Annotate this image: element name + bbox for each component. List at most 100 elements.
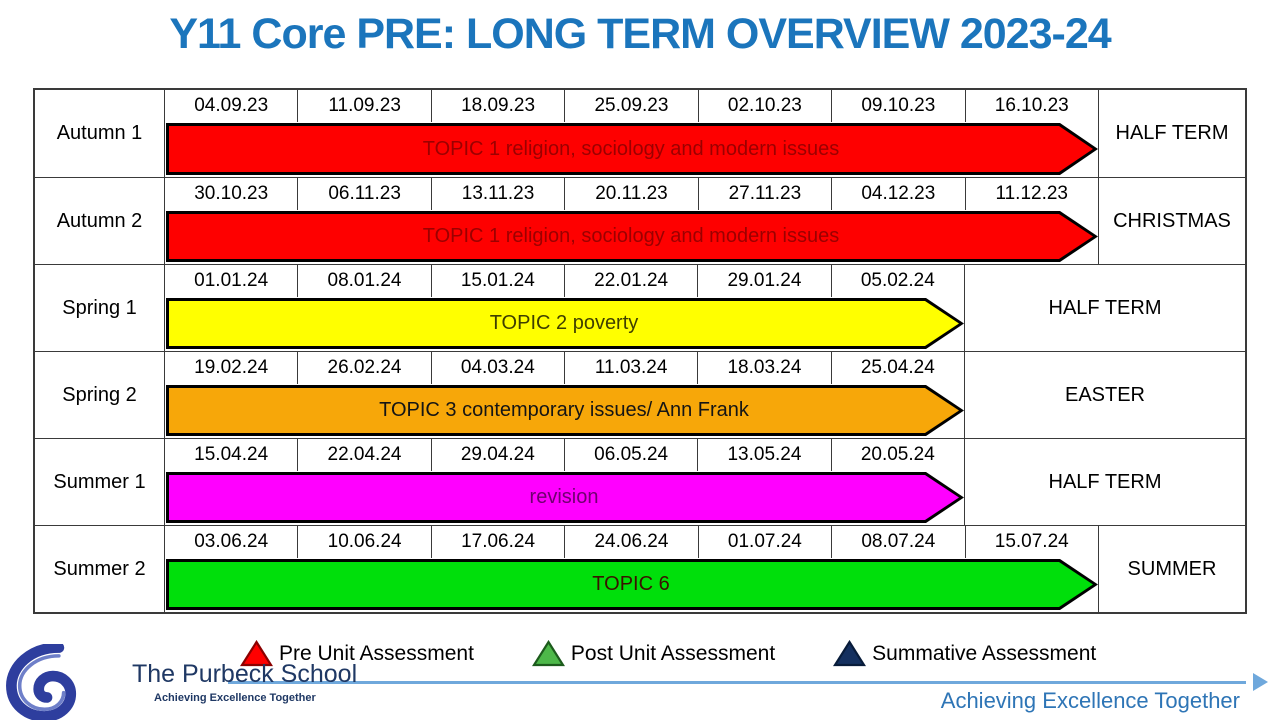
date-strip: 03.06.24 10.06.24 17.06.24 24.06.24 01.07.24… bbox=[165, 526, 1098, 558]
table-row: Spring 2 19.02.24 26.02.24 04.03.24 11.03.2… bbox=[35, 351, 1245, 438]
school-logo: The Purbeck School Achieving Excellence … bbox=[6, 644, 357, 720]
topic-arrow-label: TOPIC 6 bbox=[169, 562, 1093, 607]
date-cell: 08.07.24 bbox=[832, 526, 966, 558]
assessment-triangle-icon bbox=[240, 640, 273, 667]
date-cell: 09.10.23 bbox=[832, 90, 966, 122]
holiday-label: HALF TERM bbox=[1098, 90, 1245, 177]
arrow-zone: TOPIC 6 bbox=[165, 558, 1098, 612]
date-cell: 25.04.24 bbox=[860, 357, 935, 378]
term-label: Spring 2 bbox=[35, 352, 165, 438]
motto-text: Achieving Excellence Together bbox=[940, 688, 1240, 713]
legend-item: Pre Unit Assessment bbox=[240, 640, 474, 667]
date-cell: 22.01.24 bbox=[565, 265, 699, 297]
date-cell: 20.05.24 bbox=[860, 444, 935, 465]
date-cell: 15.07.24 bbox=[994, 531, 1069, 552]
date-cell: 16.10.23 bbox=[994, 95, 1069, 116]
row-main: 19.02.24 26.02.24 04.03.24 11.03.24 18.03.24… bbox=[165, 352, 964, 438]
topic-arrow: TOPIC 1 religion, sociology and modern i… bbox=[166, 123, 1098, 175]
date-cell: 17.06.24 bbox=[432, 526, 566, 558]
holiday-label: HALF TERM bbox=[964, 265, 1245, 351]
date-cell: 29.01.24 bbox=[698, 265, 832, 297]
nautilus-shell-icon bbox=[6, 644, 77, 720]
date-strip: 15.04.24 22.04.24 29.04.24 06.05.24 13.05.24… bbox=[165, 439, 964, 471]
term-label: Summer 1 bbox=[35, 439, 165, 525]
date-cell: 30.10.23 bbox=[165, 178, 299, 210]
legend-item: Post Unit Assessment bbox=[531, 640, 776, 667]
date-cell: 04.03.24 bbox=[432, 352, 565, 384]
topic-arrow-label: TOPIC 1 religion, sociology and modern i… bbox=[169, 126, 1093, 172]
term-label: Summer 2 bbox=[35, 526, 165, 612]
date-cell: 10.06.24 bbox=[298, 526, 432, 558]
assessment-triangle-icon bbox=[833, 640, 867, 667]
date-cell: 11.12.23 bbox=[995, 183, 1069, 204]
term-table: Autumn 1 04.09.23 11.09.23 18.09.23 25.09.2… bbox=[33, 88, 1247, 614]
date-strip: 30.10.23 06.11.23 13.11.23 20.11.23 27.11.23… bbox=[165, 178, 1098, 210]
topic-arrow-label: TOPIC 3 contemporary issues/ Ann Frank bbox=[169, 388, 959, 433]
term-label: Spring 1 bbox=[35, 265, 165, 351]
date-cell: 25.09.23 bbox=[565, 90, 699, 122]
table-row: Autumn 2 30.10.23 06.11.23 13.11.23 20.11.2… bbox=[35, 177, 1245, 264]
date-cell: 03.06.24 bbox=[165, 526, 299, 558]
row-main: 04.09.23 11.09.23 18.09.23 25.09.23 02.10.23… bbox=[165, 90, 1098, 177]
date-cell: 13.05.24 bbox=[698, 439, 832, 471]
arrow-zone: TOPIC 1 religion, sociology and modern i… bbox=[165, 210, 1098, 264]
date-cell: 19.02.24 bbox=[165, 352, 299, 384]
date-cell: 05.02.24 bbox=[860, 270, 935, 291]
date-cell: 15.01.24 bbox=[432, 265, 565, 297]
topic-arrow: TOPIC 3 contemporary issues/ Ann Frank bbox=[166, 385, 964, 436]
date-strip: 04.09.23 11.09.23 18.09.23 25.09.23 02.10.23… bbox=[165, 90, 1098, 122]
arrow-zone: revision bbox=[165, 471, 964, 525]
assessment-legend: Pre Unit Assessment Post Unit Assessment… bbox=[240, 640, 1096, 667]
date-cell: 29.04.24 bbox=[432, 439, 565, 471]
footer-divider-line bbox=[228, 681, 1246, 684]
date-cell: 27.11.23 bbox=[699, 178, 833, 210]
topic-arrow: TOPIC 1 religion, sociology and modern i… bbox=[166, 211, 1098, 262]
date-cell: 18.03.24 bbox=[698, 352, 832, 384]
date-cell: 04.12.23 bbox=[832, 178, 966, 210]
date-cell: 11.09.23 bbox=[298, 90, 432, 122]
school-tagline: Achieving Excellence Together bbox=[154, 692, 316, 704]
date-cell: 02.10.23 bbox=[699, 90, 833, 122]
arrow-zone: TOPIC 2 poverty bbox=[165, 297, 964, 351]
date-cell: 04.09.23 bbox=[165, 90, 299, 122]
date-cell: 18.09.23 bbox=[432, 90, 566, 122]
topic-arrow: TOPIC 6 bbox=[166, 559, 1098, 610]
legend-label: Summative Assessment bbox=[872, 641, 1097, 665]
legend-label: Pre Unit Assessment bbox=[279, 641, 474, 665]
arrow-zone: TOPIC 3 contemporary issues/ Ann Frank bbox=[165, 384, 964, 438]
school-name: The Purbeck School bbox=[132, 660, 358, 688]
topic-arrow-label: TOPIC 2 poverty bbox=[169, 301, 959, 346]
legend-label: Post Unit Assessment bbox=[570, 641, 776, 665]
assessment-triangle-icon bbox=[531, 640, 565, 667]
term-label: Autumn 2 bbox=[35, 178, 165, 264]
date-cell: 15.04.24 bbox=[165, 439, 299, 471]
date-cell: 20.11.23 bbox=[565, 178, 699, 210]
date-cell: 01.07.24 bbox=[699, 526, 833, 558]
row-main: 30.10.23 06.11.23 13.11.23 20.11.23 27.11.23… bbox=[165, 178, 1098, 264]
topic-arrow: TOPIC 2 poverty bbox=[166, 298, 964, 349]
holiday-label: SUMMER bbox=[1098, 526, 1245, 612]
date-cell: 22.04.24 bbox=[298, 439, 432, 471]
date-cell: 06.05.24 bbox=[565, 439, 699, 471]
arrow-zone: TOPIC 1 religion, sociology and modern i… bbox=[165, 122, 1098, 177]
holiday-label: EASTER bbox=[964, 352, 1245, 438]
footer-arrow-icon bbox=[1253, 673, 1268, 691]
date-cell: 11.03.24 bbox=[565, 352, 699, 384]
table-row: Summer 1 15.04.24 22.04.24 29.04.24 06.05.2… bbox=[35, 438, 1245, 525]
table-row: Summer 2 03.06.24 10.06.24 17.06.24 24.06.2… bbox=[35, 525, 1245, 612]
date-cell: 06.11.23 bbox=[298, 178, 432, 210]
date-cell: 26.02.24 bbox=[298, 352, 432, 384]
legend-item: Summative Assessment bbox=[833, 640, 1096, 667]
topic-arrow-label: TOPIC 1 religion, sociology and modern i… bbox=[169, 214, 1093, 259]
date-cell: 13.11.23 bbox=[432, 178, 566, 210]
holiday-label: CHRISTMAS bbox=[1098, 178, 1245, 264]
table-row: Spring 1 01.01.24 08.01.24 15.01.24 22.01.2… bbox=[35, 264, 1245, 351]
table-row: Autumn 1 04.09.23 11.09.23 18.09.23 25.09.2… bbox=[35, 90, 1245, 177]
topic-arrow-label: revision bbox=[169, 475, 959, 520]
row-main: 15.04.24 22.04.24 29.04.24 06.05.24 13.05.24… bbox=[165, 439, 964, 525]
holiday-label: HALF TERM bbox=[964, 439, 1245, 525]
term-label: Autumn 1 bbox=[35, 90, 165, 177]
topic-arrow: revision bbox=[166, 472, 964, 523]
date-cell: 24.06.24 bbox=[565, 526, 699, 558]
